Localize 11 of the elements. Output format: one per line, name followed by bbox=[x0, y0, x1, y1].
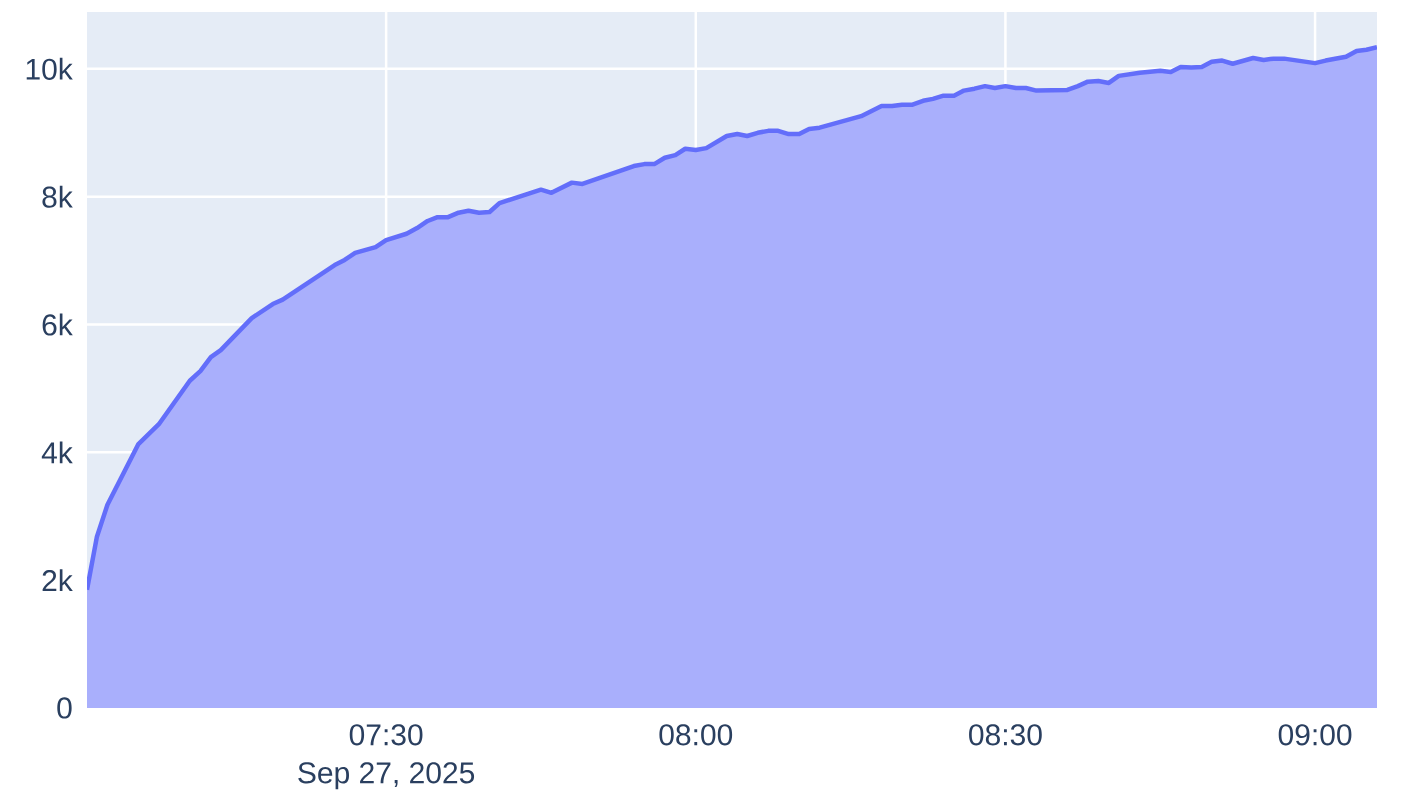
x-tick-label: 08:00 bbox=[659, 724, 733, 746]
x-tick-label: 07:30 bbox=[349, 724, 423, 746]
y-tick-label: 0 bbox=[57, 697, 72, 719]
y-tick-label: 6k bbox=[42, 313, 73, 336]
y-tick-label: 8k bbox=[42, 185, 73, 208]
y-tick-label: 2k bbox=[42, 569, 73, 591]
text: Sep 27, 2025 bbox=[298, 762, 475, 790]
x-tick-label: 08:30 bbox=[969, 724, 1042, 746]
y-tick-label: 10k bbox=[26, 57, 73, 80]
x-tick-label: 09:00 bbox=[1278, 724, 1352, 746]
y-tick-label: 4k bbox=[41, 441, 73, 464]
